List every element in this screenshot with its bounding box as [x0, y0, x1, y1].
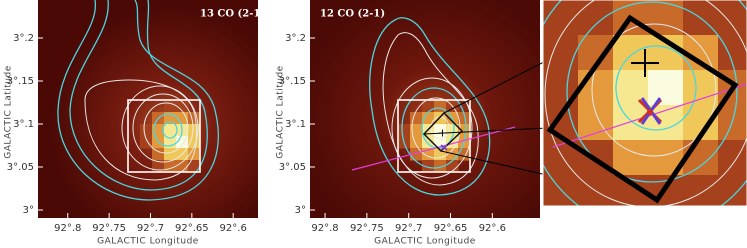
pixel: [152, 124, 165, 137]
panel-13co: 13 CO (2-1) 92°.8 92°.75 92°.7 92°.65 92°.6 3…: [4, 0, 265, 247]
y-tick-label: 3°.05: [279, 162, 306, 173]
pixel: [543, 175, 579, 206]
pixel: [648, 70, 684, 106]
x-tick-label: 92°.65: [175, 223, 209, 234]
pixel: [543, 0, 579, 36]
pixel: [458, 112, 471, 125]
pixel: [188, 124, 201, 137]
pixel: [613, 140, 649, 176]
pixel: [398, 124, 411, 137]
outflow-axis: [351, 126, 516, 171]
pixel: [140, 136, 153, 149]
pixel: [613, 35, 649, 71]
region-box: [397, 99, 471, 173]
contours: [543, 0, 747, 206]
y-tick-label: 3°.1: [285, 119, 306, 130]
pixel: [578, 0, 614, 36]
x-tick-label: 92°.7: [395, 223, 422, 234]
pixel: [176, 160, 189, 173]
pixel: [718, 175, 747, 206]
zoom-panel: [542, 0, 747, 207]
pixel: [718, 140, 747, 176]
pixel: [434, 112, 447, 125]
y-tick-label: 3°.2: [285, 33, 306, 44]
contours: [57, 0, 219, 201]
x-tick-label: 92°.6: [220, 223, 247, 234]
x-axis-label: GALACTIC Longitude: [374, 237, 476, 247]
pixel: [683, 175, 719, 206]
pixel: [164, 124, 177, 137]
pixel: [578, 70, 614, 106]
x-tick-label: 92°.75: [350, 223, 384, 234]
y-tick-label: 3°.1: [13, 119, 34, 130]
beam-box: [546, 14, 739, 204]
panel-title: 12 CO (2-1): [320, 9, 385, 20]
pixel: [578, 175, 614, 206]
pixel: [164, 100, 177, 113]
y-axis-label: GALACTIC Latitude: [4, 65, 14, 158]
x-tick-label: 92°.8: [311, 223, 338, 234]
y-tick-label: 3°.05: [7, 162, 34, 173]
pixel: [683, 70, 719, 106]
pixel: [140, 124, 153, 137]
region-box: [127, 99, 201, 173]
cross-marker: [440, 144, 448, 151]
outflow-axis: [552, 83, 747, 148]
zoom-frame: [542, 0, 747, 207]
pixel: [176, 100, 189, 113]
y-tick-label: 3°: [23, 205, 34, 216]
y-tick-label: 3°.15: [279, 76, 306, 87]
x-tick-label: 92°.6: [479, 223, 506, 234]
pixel: [434, 100, 447, 113]
pixel: [458, 124, 471, 137]
y-tick-label: 3°.15: [7, 76, 34, 87]
pixel: [434, 124, 447, 137]
y-tick-label: 3°.2: [13, 33, 34, 44]
y-axis-label: GALACTIC Latitude: [276, 65, 286, 158]
pixel: [410, 124, 423, 137]
pixel: [718, 0, 747, 36]
y-tick-label: 3°: [295, 205, 306, 216]
x-tick-label: 92°.65: [434, 223, 468, 234]
pixel: [410, 136, 423, 149]
pixel: [683, 140, 719, 176]
pixel: [164, 148, 177, 161]
plus-marker: [631, 49, 659, 77]
pixel: [152, 148, 165, 161]
center-dot: [647, 109, 653, 115]
panel-title: 13 CO (2-1): [200, 9, 265, 20]
x-axis-label: GALACTIC Longitude: [97, 237, 199, 247]
x-tick-label: 92°.8: [54, 223, 81, 234]
pixel: [446, 160, 459, 173]
pixel: [434, 160, 447, 173]
x-tick-label: 92°.7: [137, 223, 164, 234]
pixel: [410, 112, 423, 125]
panel-12co: 12 CO (2-1) 92°.8 92°.75 92°.7 92°.65 92°.6 3…: [276, 0, 540, 247]
pixel: [578, 105, 614, 141]
x-tick-label: 92°.75: [92, 223, 126, 234]
pixel: [422, 160, 435, 173]
